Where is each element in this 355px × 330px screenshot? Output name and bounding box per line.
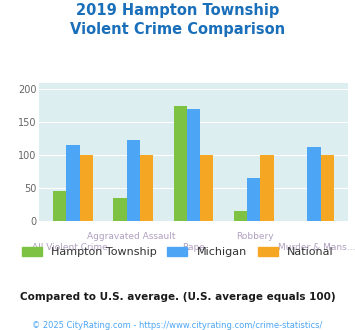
- Bar: [174, 106, 187, 221]
- Bar: [66, 145, 80, 221]
- Legend: Hampton Township, Michigan, National: Hampton Township, Michigan, National: [17, 242, 338, 262]
- Text: 2019 Hampton Township
Violent Crime Comparison: 2019 Hampton Township Violent Crime Comp…: [70, 3, 285, 37]
- Text: © 2025 CityRating.com - https://www.cityrating.com/crime-statistics/: © 2025 CityRating.com - https://www.city…: [32, 321, 323, 330]
- Bar: [80, 155, 93, 221]
- Bar: [200, 155, 213, 221]
- Bar: [187, 109, 200, 221]
- Bar: [247, 178, 260, 221]
- Text: Aggravated Assault: Aggravated Assault: [87, 232, 176, 241]
- Text: Robbery: Robbery: [236, 232, 274, 241]
- Bar: [234, 211, 247, 221]
- Text: All Violent Crime: All Violent Crime: [32, 243, 108, 251]
- Bar: [140, 155, 153, 221]
- Text: Rape: Rape: [182, 243, 205, 251]
- Text: Murder & Mans...: Murder & Mans...: [278, 243, 355, 251]
- Bar: [321, 155, 334, 221]
- Bar: [53, 191, 66, 221]
- Text: Compared to U.S. average. (U.S. average equals 100): Compared to U.S. average. (U.S. average …: [20, 292, 335, 302]
- Bar: [127, 140, 140, 221]
- Bar: [260, 155, 274, 221]
- Bar: [113, 198, 127, 221]
- Bar: [307, 147, 321, 221]
